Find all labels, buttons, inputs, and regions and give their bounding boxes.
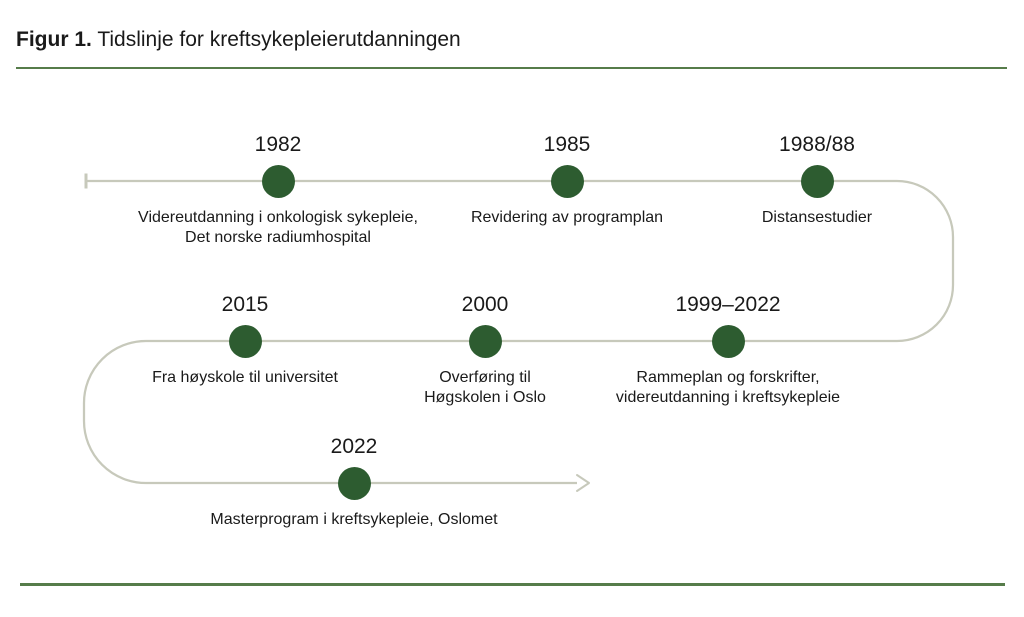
event-node	[261, 164, 295, 198]
event-label: Revidering av programplan	[470, 209, 664, 226]
event-label: Rammeplan og forskrifter, videreutdannin…	[615, 369, 841, 406]
event-label: Fra høyskole til universitet	[152, 369, 338, 386]
event-year: 1988/88	[779, 133, 855, 156]
event-year: 2022	[330, 435, 378, 458]
event-node	[468, 324, 502, 358]
event-label: Videreutdanning i onkologisk sykepleie, …	[138, 209, 418, 246]
event-year: 2000	[461, 293, 509, 316]
event-year: 2015	[221, 293, 269, 316]
figure-title: Figur 1. Tidslinje for kreftsykepleierut…	[16, 27, 461, 52]
event-year: 1985	[543, 133, 591, 156]
title-rule	[16, 67, 1007, 69]
event-node	[800, 164, 834, 198]
event-node	[228, 324, 262, 358]
event-node	[337, 466, 371, 500]
timeline-arrow-head	[576, 474, 590, 492]
timeline-path	[82, 179, 955, 485]
event-label: Masterprogram i kreftsykepleie, Oslomet	[210, 511, 498, 528]
figure-number: Figur 1.	[16, 28, 92, 51]
event-label: Distansestudier	[761, 209, 873, 226]
event-node	[550, 164, 584, 198]
event-node	[711, 324, 745, 358]
event-label: Overføring til Høgskolen i Oslo	[424, 369, 546, 406]
figure-title-text: Tidslinje for kreftsykepleierutdanningen	[97, 28, 461, 51]
bottom-rule	[20, 583, 1005, 586]
event-year: 1999–2022	[675, 293, 781, 316]
event-year: 1982	[254, 133, 302, 156]
